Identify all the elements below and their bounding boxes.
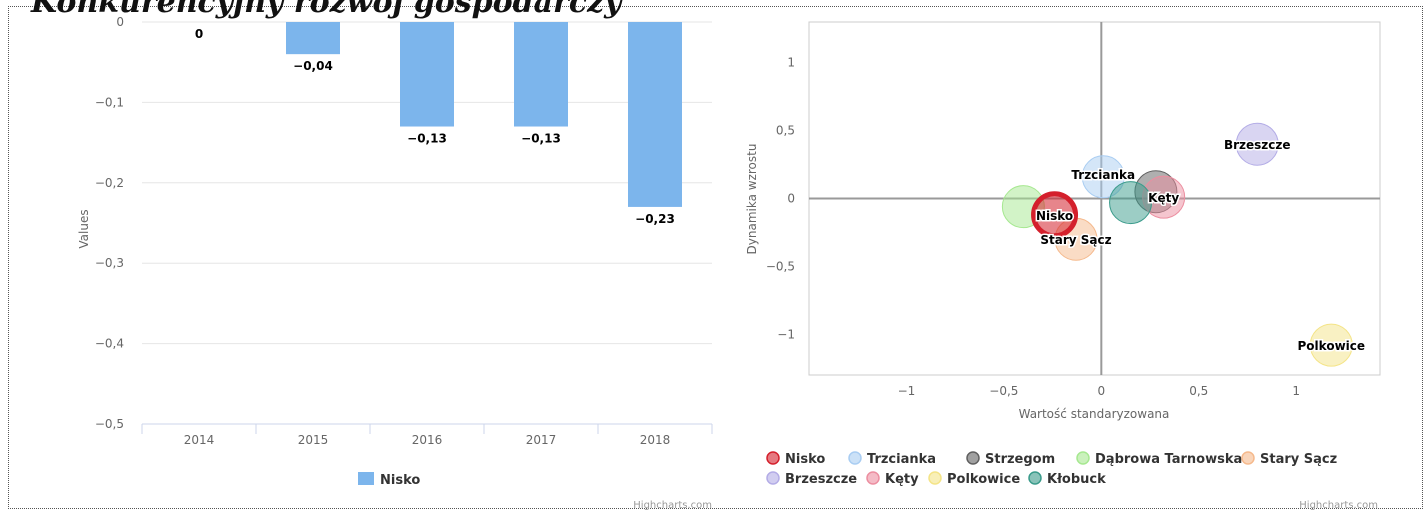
bubble-point [1109,181,1153,225]
bubble-data-label: Polkowice [1298,339,1366,353]
legend-symbol [848,451,862,465]
legend-symbol [358,472,374,485]
bar-x-tick-label: 2018 [640,433,671,447]
bubble-tick-labels: −1 −0,5 0 0,5 1 1 0,5 0 −0,5 −1 [766,56,1300,398]
bubble-legend[interactable]: Nisko Trzcianka Strzegom Dąbrowa Tarnowska S… [766,451,1337,487]
bubble-x-tick-label: −1 [898,384,916,398]
legend-item-label: Stary Sącz [1260,452,1337,467]
legend-item-label: Dąbrowa Tarnowska [1095,452,1242,467]
legend-symbol [1028,471,1042,485]
bar-y-tick-label: −0,1 [95,95,124,109]
legend-symbol [766,451,780,465]
legend-symbol [928,471,942,485]
bubble-y-tick-label: −0,5 [766,259,795,273]
bubble-y-tick-label: 0 [787,192,795,206]
legend-item-label: Trzcianka [867,452,936,467]
bar-y-axis-title: Values [77,209,91,248]
bar-y-tick-label: 0 [116,15,124,29]
legend-item-label: Kęty [885,472,919,487]
bar-data-label: −0,04 [293,59,333,73]
bar-y-tick-label: −0,5 [95,417,124,431]
bar-x-axis: 2014 2015 2016 2017 2018 [141,423,713,447]
legend-symbol [866,471,880,485]
bar-y-tick-labels: 0 −0,1 −0,2 −0,3 −0,4 −0,5 [95,15,124,431]
bubble-data-label: Stary Sącz [1040,233,1111,247]
legend-symbol [766,471,780,485]
bubble-point [1031,191,1079,239]
bubble-data-label: Kęty [1148,191,1179,205]
bubble-x-tick-label: −0,5 [989,384,1018,398]
bubble-point [1081,155,1125,199]
bubble-series [1001,122,1353,367]
bar-chart: 0−0,1−0,2−0,3−0,4−0,5 2014 2015 2016 2017 20… [77,15,713,511]
chart-frame: Konkurencyjny rozwój gospodarczy [8,0,1423,509]
bubble-data-label: Nisko [1036,209,1073,223]
bar-x-tick-label: 2017 [526,433,557,447]
bubble-x-tick-label: 1 [1292,384,1300,398]
legend-item-label: Polkowice [947,472,1020,487]
legend-item-label: Kłobuck [1047,472,1106,487]
bubble-axes [809,22,1380,375]
bar [400,22,454,127]
bar-series [286,22,682,207]
bubble-data-labels: Nisko Trzcianka Stary Sącz Brzeszcze Kęty Pol… [1034,137,1366,355]
legend-symbol [966,451,980,465]
legend-item-label: Brzeszcze [785,472,857,487]
bar-data-label: 0 [195,27,203,41]
bubble-y-tick-label: 0,5 [776,124,795,138]
bar-data-labels: 0 −0,04 −0,13 −0,13 −0,23 [195,27,675,226]
legend-symbol [1241,451,1255,465]
bar-data-label: −0,23 [635,212,675,226]
legend-item-label: Nisko [380,473,420,488]
bubble-x-axis-title: Wartość standaryzowana [1019,407,1170,421]
bar-credits[interactable]: Highcharts.com [633,500,712,511]
bar-x-tick-label: 2014 [184,433,215,447]
bubble-data-label: Trzcianka [1071,168,1135,182]
bubble-credits[interactable]: Highcharts.com [1299,500,1378,511]
page-title: Konkurencyjny rozwój gospodarczy [31,0,622,20]
bubble-y-axis-title: Dynamika wzrostu [745,144,759,255]
bar [286,22,340,55]
bar-y-tick-label: −0,4 [95,337,124,351]
bar-legend[interactable]: Nisko [358,472,420,488]
bar-data-label: −0,13 [407,132,447,146]
bubble-y-tick-label: −1 [777,327,795,341]
bubble-data-label: Brzeszcze [1224,138,1291,152]
bar [514,22,568,127]
bar-data-label: −0,13 [521,132,561,146]
bubble-point [1235,122,1279,166]
legend-item-label: Nisko [785,452,825,467]
bar-y-tick-label: −0,3 [95,256,124,270]
bubble-y-tick-label: 1 [787,56,795,70]
bubble-x-tick-label: 0,5 [1189,384,1208,398]
bar [628,22,682,207]
legend-symbol [1076,451,1090,465]
legend-item-label: Strzegom [985,452,1055,467]
bar-x-tick-label: 2016 [412,433,443,447]
bubble-x-tick-label: 0 [1098,384,1106,398]
bar-x-tick-label: 2015 [298,433,329,447]
bar-y-tick-label: −0,2 [95,176,124,190]
bubble-point [1309,323,1353,367]
